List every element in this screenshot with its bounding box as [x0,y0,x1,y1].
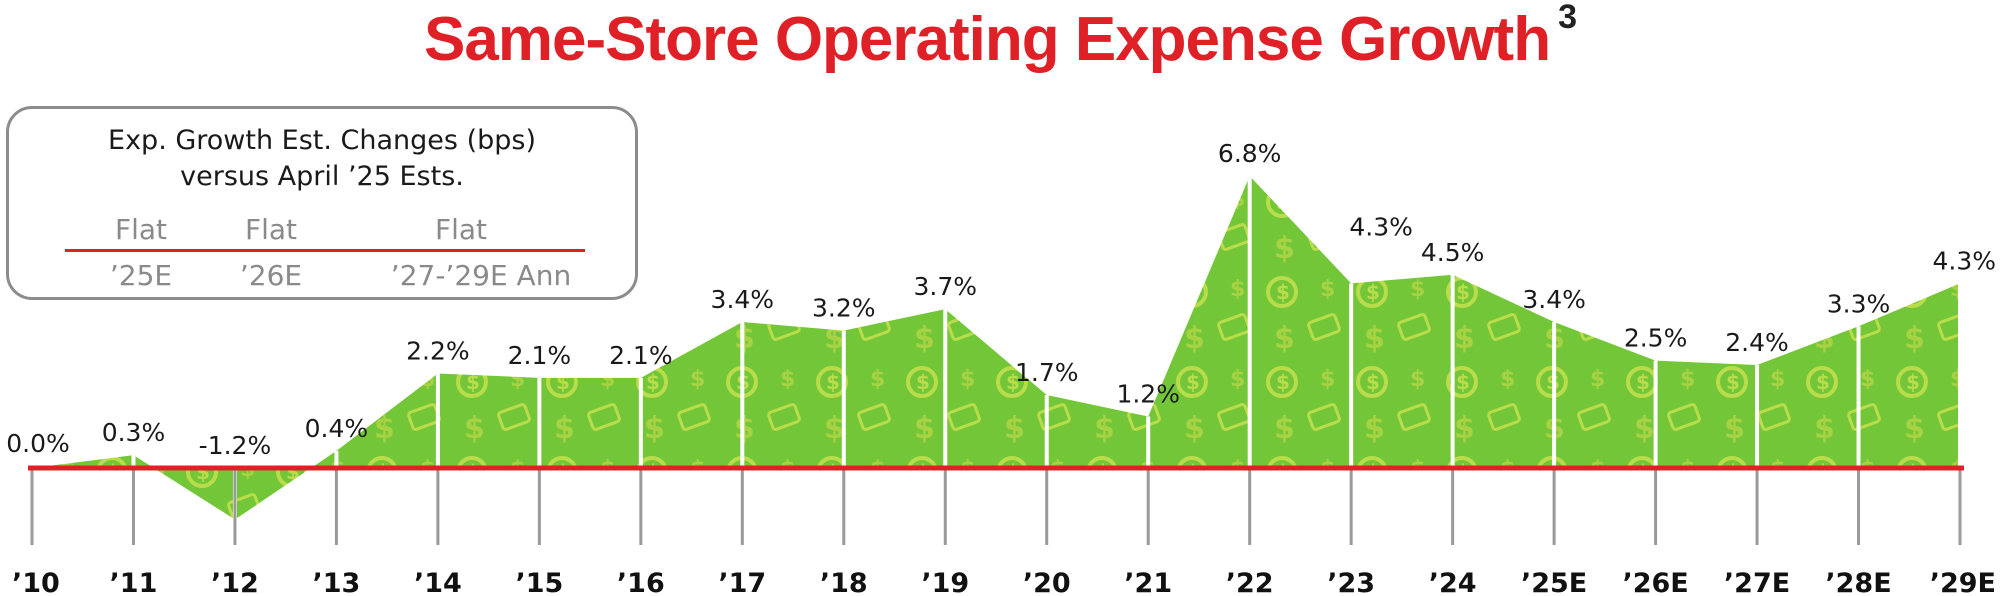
title-footnote: 3 [1558,0,1577,37]
x-tick-label: ’25E [1521,568,1587,596]
data-label: 0.0% [6,429,70,458]
data-label: 3.3% [1827,289,1891,318]
x-tick-label: ’17 [718,568,766,596]
data-label: -1.2% [199,431,272,460]
x-tick-label: ’28E [1825,568,1891,596]
x-tick-label: ’10 [12,568,60,596]
x-tick-label: ’21 [1124,568,1172,596]
x-tick-label: ’24 [1429,568,1477,596]
data-label: 0.3% [102,418,166,447]
legend-label-27-29e: ’27-’29E Ann [390,259,572,292]
data-label: 3.2% [812,294,876,323]
data-label: 2.5% [1624,324,1688,353]
legend-label-25e: ’25E [109,259,173,292]
x-tick-label: ’12 [211,568,259,596]
x-tick-label: ’18 [820,568,868,596]
legend-heading-line2: versus April ’25 Ests. [180,161,464,192]
tick-layer [28,465,1964,545]
x-tick-label: ’13 [312,568,360,596]
x-tick-label: ’19 [921,568,969,596]
x-tick-label: ’11 [110,568,158,596]
x-tick-label: ’27E [1724,568,1790,596]
x-tick-label: ’26E [1622,568,1688,596]
x-tick-label: ’14 [414,568,462,596]
legend-value-26e: Flat [244,213,298,246]
label-layer: 0.0% 0.3% -1.2% 0.4% 2.2% 2.1% 2.1% 3.4% 3.2% 3.7… [6,139,1996,596]
data-label: 2.4% [1725,328,1789,357]
legend-heading-line1: Exp. Growth Est. Changes (bps) [108,125,536,156]
data-label: 1.2% [1116,379,1180,408]
data-label: 4.3% [1349,212,1413,241]
data-label: 0.4% [305,414,369,443]
estimate-changes-box: Exp. Growth Est. Changes (bps) versus Ap… [6,106,638,300]
data-label: 3.4% [1522,285,1586,314]
legend-label-26e: ’26E [239,259,303,292]
legend-divider-line [65,249,585,252]
data-label: 6.8% [1218,139,1282,168]
data-label: 2.2% [406,337,470,366]
chart-title-text: Same-Store Operating Expense Growth [424,5,1551,74]
data-label: 4.5% [1421,238,1485,267]
legend-value-25e: Flat [114,213,168,246]
area-layer [32,176,1962,520]
x-tick-label: ’29E [1930,568,1996,596]
data-label: 2.1% [609,341,673,370]
x-tick-label: ’15 [515,568,563,596]
x-tick-label: ’22 [1226,568,1274,596]
data-label: 2.1% [508,341,572,370]
expense-growth-area [32,176,1960,520]
chart-title: Same-Store Operating Expense Growth 3 [0,0,2000,75]
x-tick-label: ’20 [1023,568,1071,596]
x-tick-label: ’16 [617,568,665,596]
data-label: 3.7% [914,272,978,301]
x-tick-label: ’23 [1327,568,1375,596]
data-label: 1.7% [1015,358,1079,387]
data-label: 4.3% [1932,246,1996,275]
data-label: 3.4% [711,285,775,314]
legend-value-27-29e: Flat [434,213,488,246]
